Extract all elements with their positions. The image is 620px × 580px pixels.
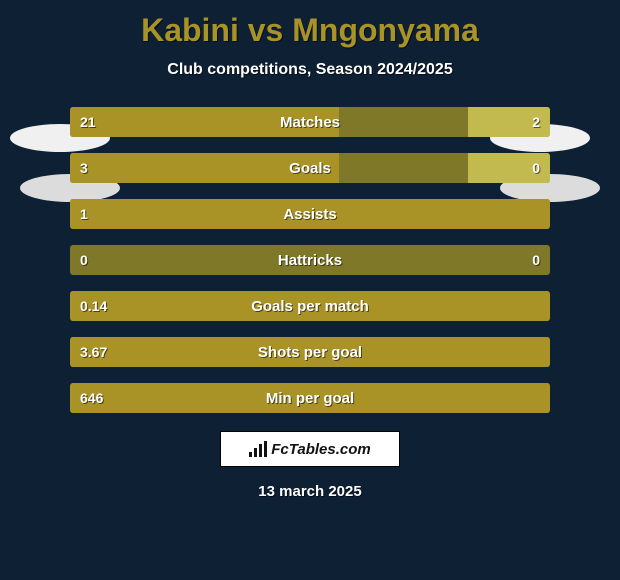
page-title: Kabini vs Mngonyama [0,0,620,49]
subtitle: Club competitions, Season 2024/2025 [0,61,620,79]
stat-segment-full [70,199,550,229]
stat-row: Min per goal646 [70,383,550,413]
logo-text: FcTables.com [271,441,370,458]
stat-segment-full [70,383,550,413]
stats-area: Matches212 Goals30 Assists1 Hattricks0 0 Goal… [70,107,550,413]
stat-segment-full [70,291,550,321]
stat-row: Goals per match0.14 [70,291,550,321]
stat-row: Matches212 [70,107,550,137]
stat-label: Hattricks [70,245,550,275]
stat-value-left: 0 [70,245,98,275]
stat-segment-right [468,153,550,183]
site-logo[interactable]: FcTables.com [220,431,400,467]
stat-row: Goals30 [70,153,550,183]
stat-segment-right [468,107,550,137]
stat-segment-left [70,153,339,183]
stat-row: Hattricks0 0 [70,245,550,275]
stat-row: Shots per goal3.67 [70,337,550,367]
logo-bars-icon [249,441,267,457]
date-text: 13 march 2025 [0,483,620,500]
stat-row: Assists1 [70,199,550,229]
stat-segment-full [70,337,550,367]
stat-value-right: 0 [522,245,550,275]
stat-segment-left [70,107,339,137]
